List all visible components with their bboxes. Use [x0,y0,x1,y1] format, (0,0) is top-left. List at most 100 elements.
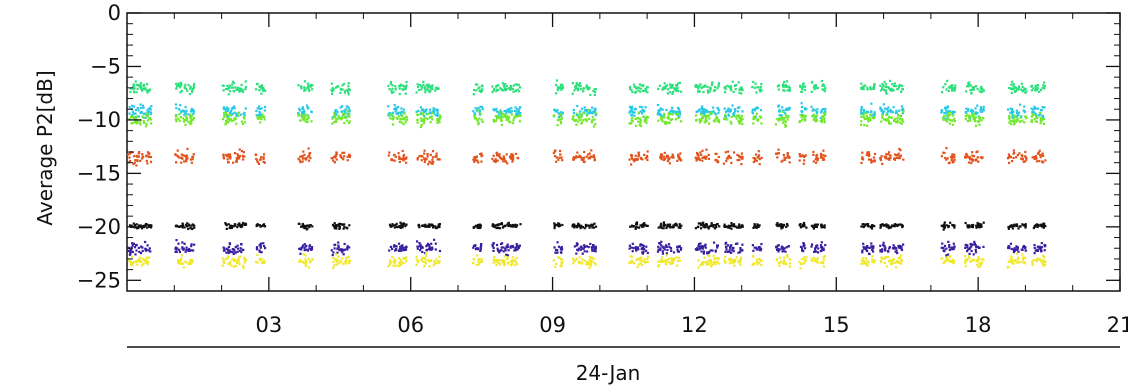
data-point [337,116,340,119]
data-point [862,262,865,265]
data-point [501,82,504,85]
data-point [589,242,592,245]
data-point [895,156,898,159]
data-point [229,155,232,158]
y-tick-label: −15 [77,161,121,185]
data-point [755,226,758,229]
data-point [630,157,633,160]
data-point [881,83,884,86]
data-point [1042,122,1045,125]
data-point [186,89,189,92]
data-point [227,249,230,252]
data-point [964,255,967,258]
data-point [180,161,183,164]
data-point [715,158,718,161]
data-point [593,159,596,162]
data-point [137,155,140,158]
data-point [1015,109,1018,112]
data-point [147,224,151,227]
data-point [969,242,972,246]
data-point [885,225,888,228]
data-point [499,109,502,112]
data-point [493,119,496,122]
data-point [150,226,153,229]
data-point [343,248,347,251]
data-point [1030,115,1033,118]
data-point [185,261,188,264]
data-point [228,243,232,246]
data-point [678,223,681,226]
data-point [942,86,945,89]
data-point [426,113,429,116]
data-point [1013,259,1016,263]
data-point [343,109,346,112]
data-point [631,110,634,113]
data-point [574,224,577,228]
data-point [560,264,563,267]
data-point [303,80,307,83]
data-point [583,150,586,154]
data-point [557,87,561,90]
data-point [398,248,401,251]
data-point [824,110,827,114]
data-point [760,247,763,250]
data-point [812,117,816,120]
data-point [697,259,700,262]
data-point [945,158,948,161]
data-point [137,258,141,261]
data-point [672,156,675,159]
data-point [951,161,954,164]
data-point [510,106,513,110]
data-point [399,84,402,87]
data-point [732,250,735,253]
data-point [785,115,788,118]
data-point [706,110,709,113]
data-point [941,257,944,260]
data-point [572,259,576,263]
series-6 [127,252,1047,270]
data-point [1009,156,1012,159]
data-point [177,108,181,111]
data-point [799,263,803,266]
data-point [804,247,807,250]
data-point [420,119,423,122]
data-point [561,223,564,227]
data-point [734,88,737,91]
data-point [729,85,732,88]
data-point [760,122,763,125]
data-point [400,157,403,160]
data-point [700,224,703,227]
data-point [240,120,244,123]
data-point [1032,114,1035,117]
data-point [802,162,805,165]
data-point [945,247,948,250]
data-point [175,250,178,253]
data-point [134,108,137,112]
data-point [661,250,664,253]
data-point [660,240,663,243]
data-point [945,147,948,150]
data-point [230,86,233,89]
data-point [498,259,501,262]
data-point [948,255,951,258]
data-point [756,262,759,266]
data-point [472,110,475,113]
data-point [147,108,150,111]
data-point [186,147,189,150]
data-point [802,82,805,85]
data-point [511,153,514,156]
data-point [575,244,578,247]
data-point [430,115,434,118]
data-point [225,251,228,254]
data-point [1042,264,1045,267]
data-point [663,157,666,161]
data-point [757,156,760,159]
data-point [820,224,823,227]
data-point [886,108,889,111]
data-point [664,260,667,263]
data-point [803,244,806,247]
data-point [148,106,151,109]
data-point [238,155,241,158]
data-point [335,253,338,256]
data-point [426,258,429,261]
